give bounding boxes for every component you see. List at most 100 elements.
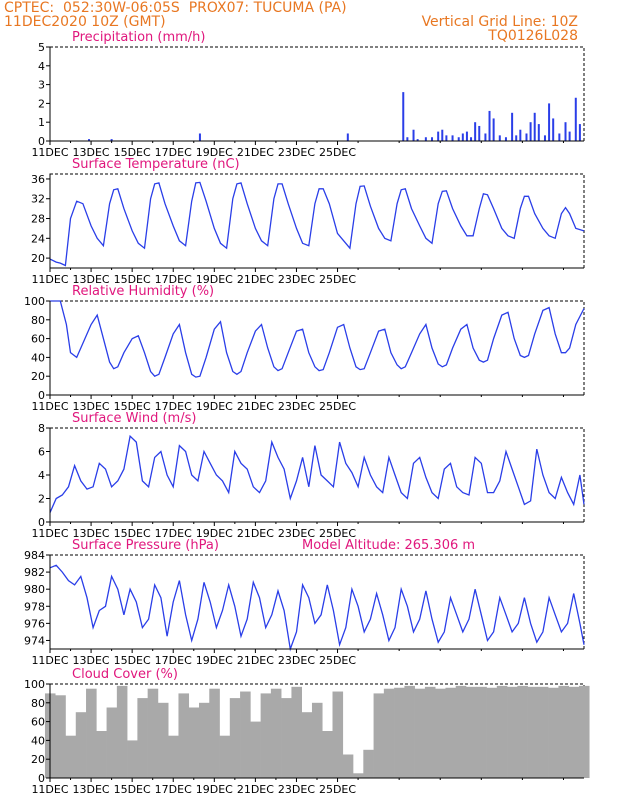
cloud-bar (445, 687, 457, 778)
plot-frame (49, 173, 585, 269)
precip-bar (402, 92, 405, 141)
x-tick-label: 15DEC (114, 783, 151, 796)
y-tick-label: 0 (38, 772, 45, 785)
cloud-bar (301, 712, 313, 778)
y-tick-label: 0 (38, 389, 45, 402)
x-tick-label: 23DEC (278, 146, 315, 159)
x-tick-label: 25DEC (319, 654, 356, 667)
series-line (50, 300, 585, 378)
x-tick-label: 23DEC (278, 783, 315, 796)
cloud-bar (414, 688, 426, 778)
x-tick-label: 19DEC (196, 273, 233, 286)
cloud-bar (353, 773, 364, 778)
x-tick-label: 13DEC (73, 273, 110, 286)
precip-bar (498, 135, 501, 141)
x-tick-label: 11DEC (31, 527, 68, 540)
cloud-bar (147, 688, 159, 778)
cloud-bar (486, 687, 498, 778)
precip-bar (529, 122, 532, 141)
x-tick-label: 17DEC (155, 654, 192, 667)
cloud-bar (517, 685, 528, 778)
y-tick-label: 36 (31, 173, 45, 186)
x-tick-label: 25DEC (319, 783, 356, 796)
cloud-bar (578, 685, 590, 778)
y-tick-label: 4 (38, 469, 45, 482)
x-tick-label: 21DEC (237, 400, 274, 413)
x-tick-label: 23DEC (278, 400, 315, 413)
precip-bar (478, 125, 481, 141)
cloud-bar (404, 685, 415, 778)
cloud-bar (168, 735, 179, 778)
cloud-bar (199, 702, 210, 778)
cloud-bar (537, 686, 549, 778)
y-tick-label: 20 (31, 370, 45, 383)
cloud-bar (383, 688, 395, 778)
precip-bar (537, 124, 540, 141)
y-tick-label: 8 (38, 422, 45, 435)
series-line (49, 564, 585, 652)
x-tick-label: 11DEC (31, 783, 68, 796)
x-tick-label: 13DEC (73, 783, 110, 796)
cloud-bar (435, 688, 446, 778)
x-tick-label: 15DEC (114, 654, 151, 667)
y-tick-label: 40 (31, 351, 45, 364)
precip-bar (431, 137, 434, 141)
precip-bar (437, 131, 440, 141)
cloud-bar (229, 698, 241, 778)
cloud-bar (209, 688, 220, 778)
x-tick-label: 15DEC (114, 400, 151, 413)
x-tick-label: 15DEC (114, 146, 151, 159)
x-tick-label: 17DEC (155, 273, 192, 286)
x-tick-label: 19DEC (196, 527, 233, 540)
x-tick-label: 25DEC (319, 400, 356, 413)
y-tick-label: 80 (31, 697, 45, 710)
cloud-bar (476, 686, 487, 778)
header-model-code: TQ0126L028 (488, 28, 578, 44)
y-tick-label: 24 (31, 232, 45, 245)
cloud-bar (75, 712, 87, 778)
cloud-bar (568, 686, 580, 778)
precip-bar (525, 133, 528, 141)
cloud-bar (342, 754, 354, 778)
y-tick-label: 20 (31, 252, 45, 265)
cloud-bar (455, 685, 467, 778)
panel-title: Precipitation (mm/h) (72, 30, 205, 45)
y-tick-label: 5 (38, 41, 45, 54)
precip-bar (88, 139, 91, 141)
plot-frame (49, 300, 585, 396)
x-tick-label: 15DEC (114, 273, 151, 286)
y-tick-label: 32 (31, 193, 45, 206)
precip-bar (451, 135, 454, 141)
precip-bar (519, 129, 522, 141)
plot-frame (49, 554, 585, 650)
cloud-bar (291, 686, 302, 778)
cloud-bar (507, 686, 518, 778)
panel-title: Surface Temperature (nC) (72, 157, 240, 172)
x-tick-label: 25DEC (319, 273, 356, 286)
precip-bar (578, 124, 581, 141)
cloud-bar (558, 685, 569, 778)
cloud-bar (260, 693, 272, 778)
plot-frame (49, 46, 585, 142)
precip-bar (543, 135, 546, 141)
x-tick-label: 13DEC (73, 400, 110, 413)
y-tick-label: 20 (31, 753, 45, 766)
header-grid-note: Vertical Grid Line: 10Z (421, 14, 578, 30)
precip-bar (461, 133, 464, 141)
y-tick-label: 4 (38, 60, 45, 73)
cloud-bar (86, 688, 97, 778)
precip-bar (465, 131, 468, 141)
precip-bar (470, 137, 473, 141)
y-tick-label: 80 (31, 314, 45, 327)
precip-bar (558, 133, 561, 141)
precip-bar (511, 112, 514, 141)
cloud-bar (373, 693, 385, 778)
cloud-bar (322, 731, 333, 778)
cloud-bar (96, 731, 107, 778)
precip-bar (110, 139, 113, 141)
precip-bar (346, 133, 349, 141)
precip-bar (515, 135, 518, 141)
panel-title: Surface Wind (m/s) (72, 411, 196, 426)
x-tick-label: 11DEC (31, 654, 68, 667)
